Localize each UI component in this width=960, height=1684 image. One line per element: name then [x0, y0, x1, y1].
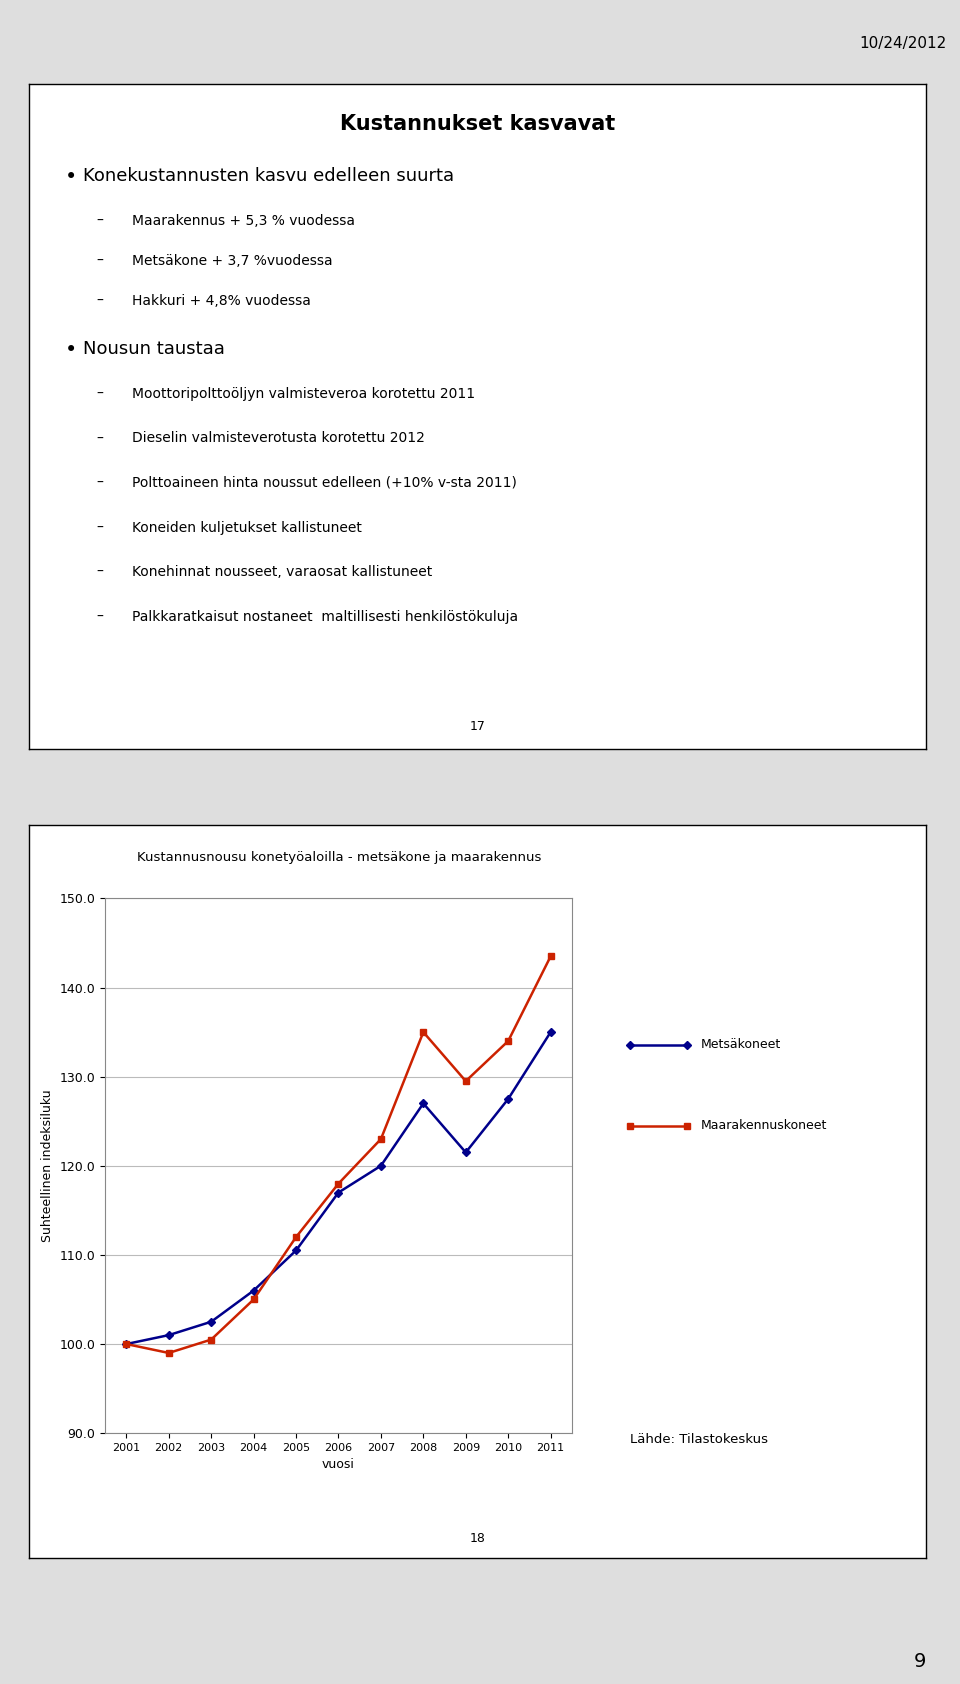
Text: Maarakennuskoneet: Maarakennuskoneet — [701, 1118, 827, 1132]
Y-axis label: Suhteellinen indeksiluku: Suhteellinen indeksiluku — [41, 1090, 54, 1243]
Text: –: – — [96, 520, 103, 534]
Text: Dieselin valmisteverotusta korotettu 2012: Dieselin valmisteverotusta korotettu 201… — [132, 431, 425, 446]
Text: 17: 17 — [469, 719, 486, 733]
Text: •: • — [64, 340, 77, 360]
Metsäkoneet — [248, 1280, 259, 1300]
Metsäkoneet — [163, 1325, 175, 1346]
Text: Moottoripolttoöljyn valmisteveroa korotettu 2011: Moottoripolttoöljyn valmisteveroa korote… — [132, 387, 475, 401]
Maarakennuskoneet — [418, 1022, 429, 1042]
Maarakennuskoneet — [333, 1174, 345, 1194]
X-axis label: vuosi: vuosi — [322, 1458, 355, 1472]
Text: Konekustannusten kasvu edelleen suurta: Konekustannusten kasvu edelleen suurta — [83, 167, 454, 185]
Maarakennuskoneet — [121, 1334, 132, 1354]
Text: •: • — [64, 167, 77, 187]
Maarakennuskoneet — [248, 1290, 259, 1310]
Text: –: – — [96, 610, 103, 623]
Maarakennuskoneet — [502, 1031, 514, 1051]
Text: Metsäkone + 3,7 %vuodessa: Metsäkone + 3,7 %vuodessa — [132, 254, 333, 268]
Text: Maarakennus + 5,3 % vuodessa: Maarakennus + 5,3 % vuodessa — [132, 214, 355, 227]
Metsäkoneet — [460, 1142, 471, 1162]
Maarakennuskoneet — [545, 946, 557, 967]
Text: –: – — [96, 431, 103, 446]
Text: –: – — [96, 293, 103, 308]
Maarakennuskoneet — [460, 1071, 471, 1091]
Text: Lähde: Tilastokeskus: Lähde: Tilastokeskus — [630, 1433, 768, 1447]
Text: –: – — [96, 387, 103, 401]
Metsäkoneet — [121, 1334, 132, 1354]
Text: Koneiden kuljetukset kallistuneet: Koneiden kuljetukset kallistuneet — [132, 520, 362, 534]
Text: Kustannusnousu konetyöaloilla - metsäkone ja maarakennus: Kustannusnousu konetyöaloilla - metsäkon… — [136, 850, 540, 864]
Metsäkoneet — [502, 1090, 514, 1110]
Metsäkoneet — [205, 1312, 217, 1332]
Metsäkoneet — [375, 1155, 387, 1175]
Maarakennuskoneet — [205, 1329, 217, 1349]
Text: 18: 18 — [469, 1531, 486, 1544]
Metsäkoneet — [418, 1093, 429, 1113]
Text: Konehinnat nousseet, varaosat kallistuneet: Konehinnat nousseet, varaosat kallistune… — [132, 566, 432, 579]
Maarakennuskoneet — [163, 1342, 175, 1362]
Text: –: – — [96, 214, 103, 227]
Text: Polttoaineen hinta noussut edelleen (+10% v-sta 2011): Polttoaineen hinta noussut edelleen (+10… — [132, 477, 516, 490]
Maarakennuskoneet — [375, 1128, 387, 1148]
Metsäkoneet — [333, 1182, 345, 1202]
Metsäkoneet — [290, 1241, 301, 1261]
Text: –: – — [96, 566, 103, 579]
Text: Metsäkoneet: Metsäkoneet — [701, 1039, 780, 1051]
Line: Metsäkoneet: Metsäkoneet — [124, 1029, 553, 1347]
Metsäkoneet — [545, 1022, 557, 1042]
Text: 10/24/2012: 10/24/2012 — [859, 35, 947, 51]
Text: Hakkuri + 4,8% vuodessa: Hakkuri + 4,8% vuodessa — [132, 293, 311, 308]
Maarakennuskoneet — [290, 1228, 301, 1248]
Text: Palkkaratkaisut nostaneet  maltillisesti henkilöstökuluja: Palkkaratkaisut nostaneet maltillisesti … — [132, 610, 518, 623]
Text: 9: 9 — [914, 1652, 926, 1671]
Text: Kustannukset kasvavat: Kustannukset kasvavat — [340, 115, 615, 135]
Text: –: – — [96, 477, 103, 490]
Line: Maarakennuskoneet: Maarakennuskoneet — [124, 953, 553, 1356]
Text: –: – — [96, 254, 103, 268]
Text: Nousun taustaa: Nousun taustaa — [83, 340, 225, 359]
